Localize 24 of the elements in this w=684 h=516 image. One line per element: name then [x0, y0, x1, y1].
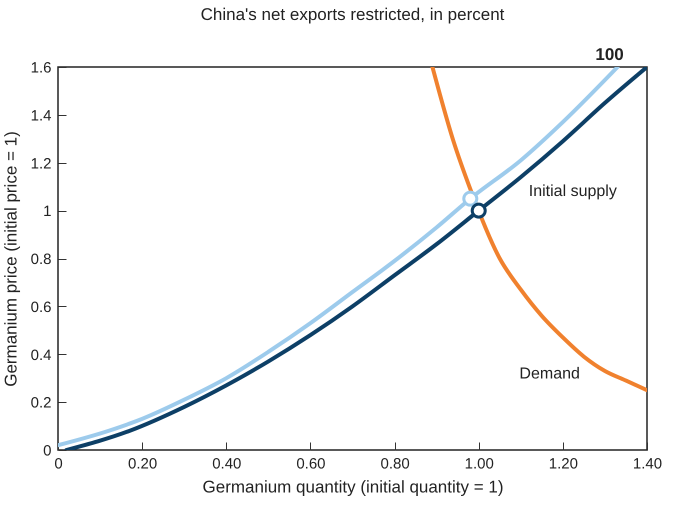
x-tick-label: 1.20 [548, 456, 578, 472]
y-axis-title: Germanium price (initial price = 1) [2, 131, 21, 387]
x-tick-label: 1.40 [632, 456, 662, 472]
x-tick-label: 1.00 [464, 456, 494, 472]
y-tick-label: 1.6 [30, 60, 52, 76]
y-tick-label: 0.4 [30, 346, 52, 364]
series-label: Initial supply [528, 183, 617, 200]
x-tick-label: 0.80 [380, 456, 410, 472]
y-tick-label: 0 [43, 442, 52, 460]
series-label: Demand [519, 366, 580, 383]
y-tick-label: 1.2 [30, 155, 52, 172]
series-label: 100 [595, 45, 624, 64]
y-tick-label: 1 [43, 203, 52, 220]
y-tick-label: 0.2 [30, 394, 52, 412]
y-tick-label: 1.4 [30, 107, 52, 124]
line-series [430, 67, 647, 392]
y-tick-label: 0.6 [30, 298, 52, 316]
x-tick-label: 0.40 [212, 456, 242, 472]
x-axis-title: Germanium quantity (initial quantity = 1) [202, 478, 504, 496]
x-tick-label: 0.60 [296, 456, 326, 472]
x-tick-label: 0.20 [128, 456, 158, 472]
y-tick-label: 0.8 [30, 251, 52, 268]
chart-title: China's net exports restricted, in percent [200, 5, 505, 24]
x-tick-label: 0 [54, 456, 63, 472]
